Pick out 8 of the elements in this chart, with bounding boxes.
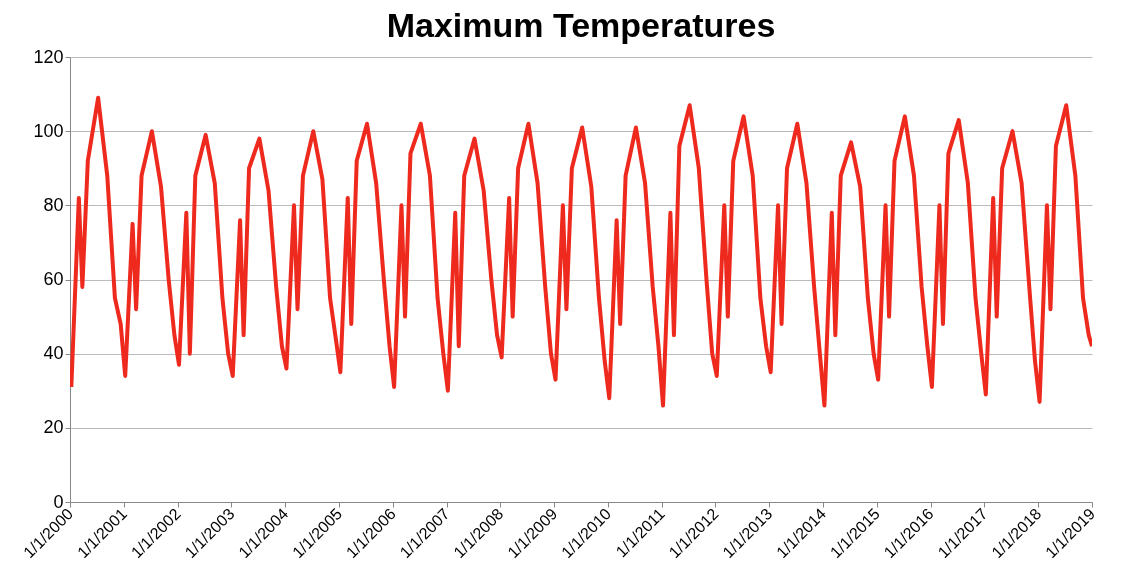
y-tick-label: 40: [43, 343, 64, 364]
y-tick-label: 60: [43, 269, 64, 289]
line-series: [70, 95, 1092, 408]
y-tick-label: 80: [43, 194, 64, 215]
y-tick-label: 120: [33, 46, 64, 67]
y-tick-label: 20: [43, 417, 64, 438]
chart-title: Maximum Temperatures: [386, 6, 776, 44]
y-tick-label: 100: [33, 120, 64, 141]
